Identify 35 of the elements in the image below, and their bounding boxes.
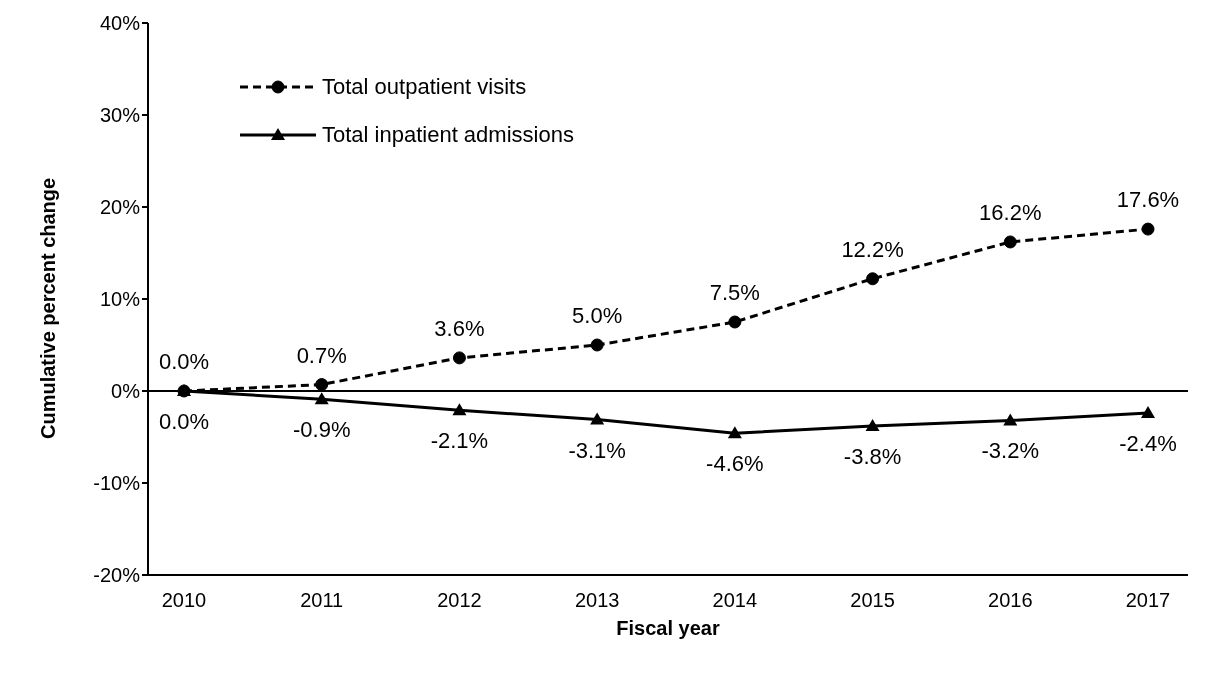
legend-label: Total outpatient visits xyxy=(322,74,527,100)
y-tick-label: 40% xyxy=(99,12,141,35)
data-label: 17.6% xyxy=(1116,187,1180,213)
y-tick-label: 0% xyxy=(111,380,141,403)
x-tick-label: 2017 xyxy=(1125,589,1171,612)
data-label: -2.1% xyxy=(430,428,489,454)
data-label: 0.7% xyxy=(296,342,347,368)
y-tick-label: -10% xyxy=(93,472,141,495)
legend-label: Total inpatient admissions xyxy=(322,122,574,148)
data-label: 3.6% xyxy=(434,315,485,341)
data-label: 5.0% xyxy=(572,303,623,328)
data-label: -3.8% xyxy=(843,443,902,469)
y-tick-label: 30% xyxy=(99,104,141,127)
x-tick-label: 2010 xyxy=(161,589,207,612)
x-tick-label: 2013 xyxy=(574,589,620,612)
data-label: -3.2% xyxy=(981,438,1040,464)
y-tick-label: -20% xyxy=(93,564,141,587)
y-tick-label: 10% xyxy=(99,288,141,311)
y-axis-title: Cumulative percent change xyxy=(37,177,60,439)
data-label: -0.9% xyxy=(292,417,351,443)
x-tick-label: 2015 xyxy=(850,589,895,612)
data-label: 16.2% xyxy=(979,199,1042,225)
data-label: 0.0% xyxy=(158,349,210,374)
data-label: 12.2% xyxy=(841,236,904,262)
x-tick-label: 2011 xyxy=(300,589,344,612)
data-label: -4.6% xyxy=(706,451,764,477)
data-label: -3.1% xyxy=(568,437,626,463)
x-tick-label: 2014 xyxy=(712,589,758,612)
data-label: -2.4% xyxy=(1119,431,1177,457)
data-label: 7.5% xyxy=(709,280,760,305)
x-axis-title: Fiscal year xyxy=(616,617,720,639)
x-tick-label: 2012 xyxy=(437,589,482,612)
x-tick-label: 2016 xyxy=(988,589,1033,612)
data-label: 0.0% xyxy=(158,409,210,434)
y-tick-label: 20% xyxy=(99,196,141,219)
